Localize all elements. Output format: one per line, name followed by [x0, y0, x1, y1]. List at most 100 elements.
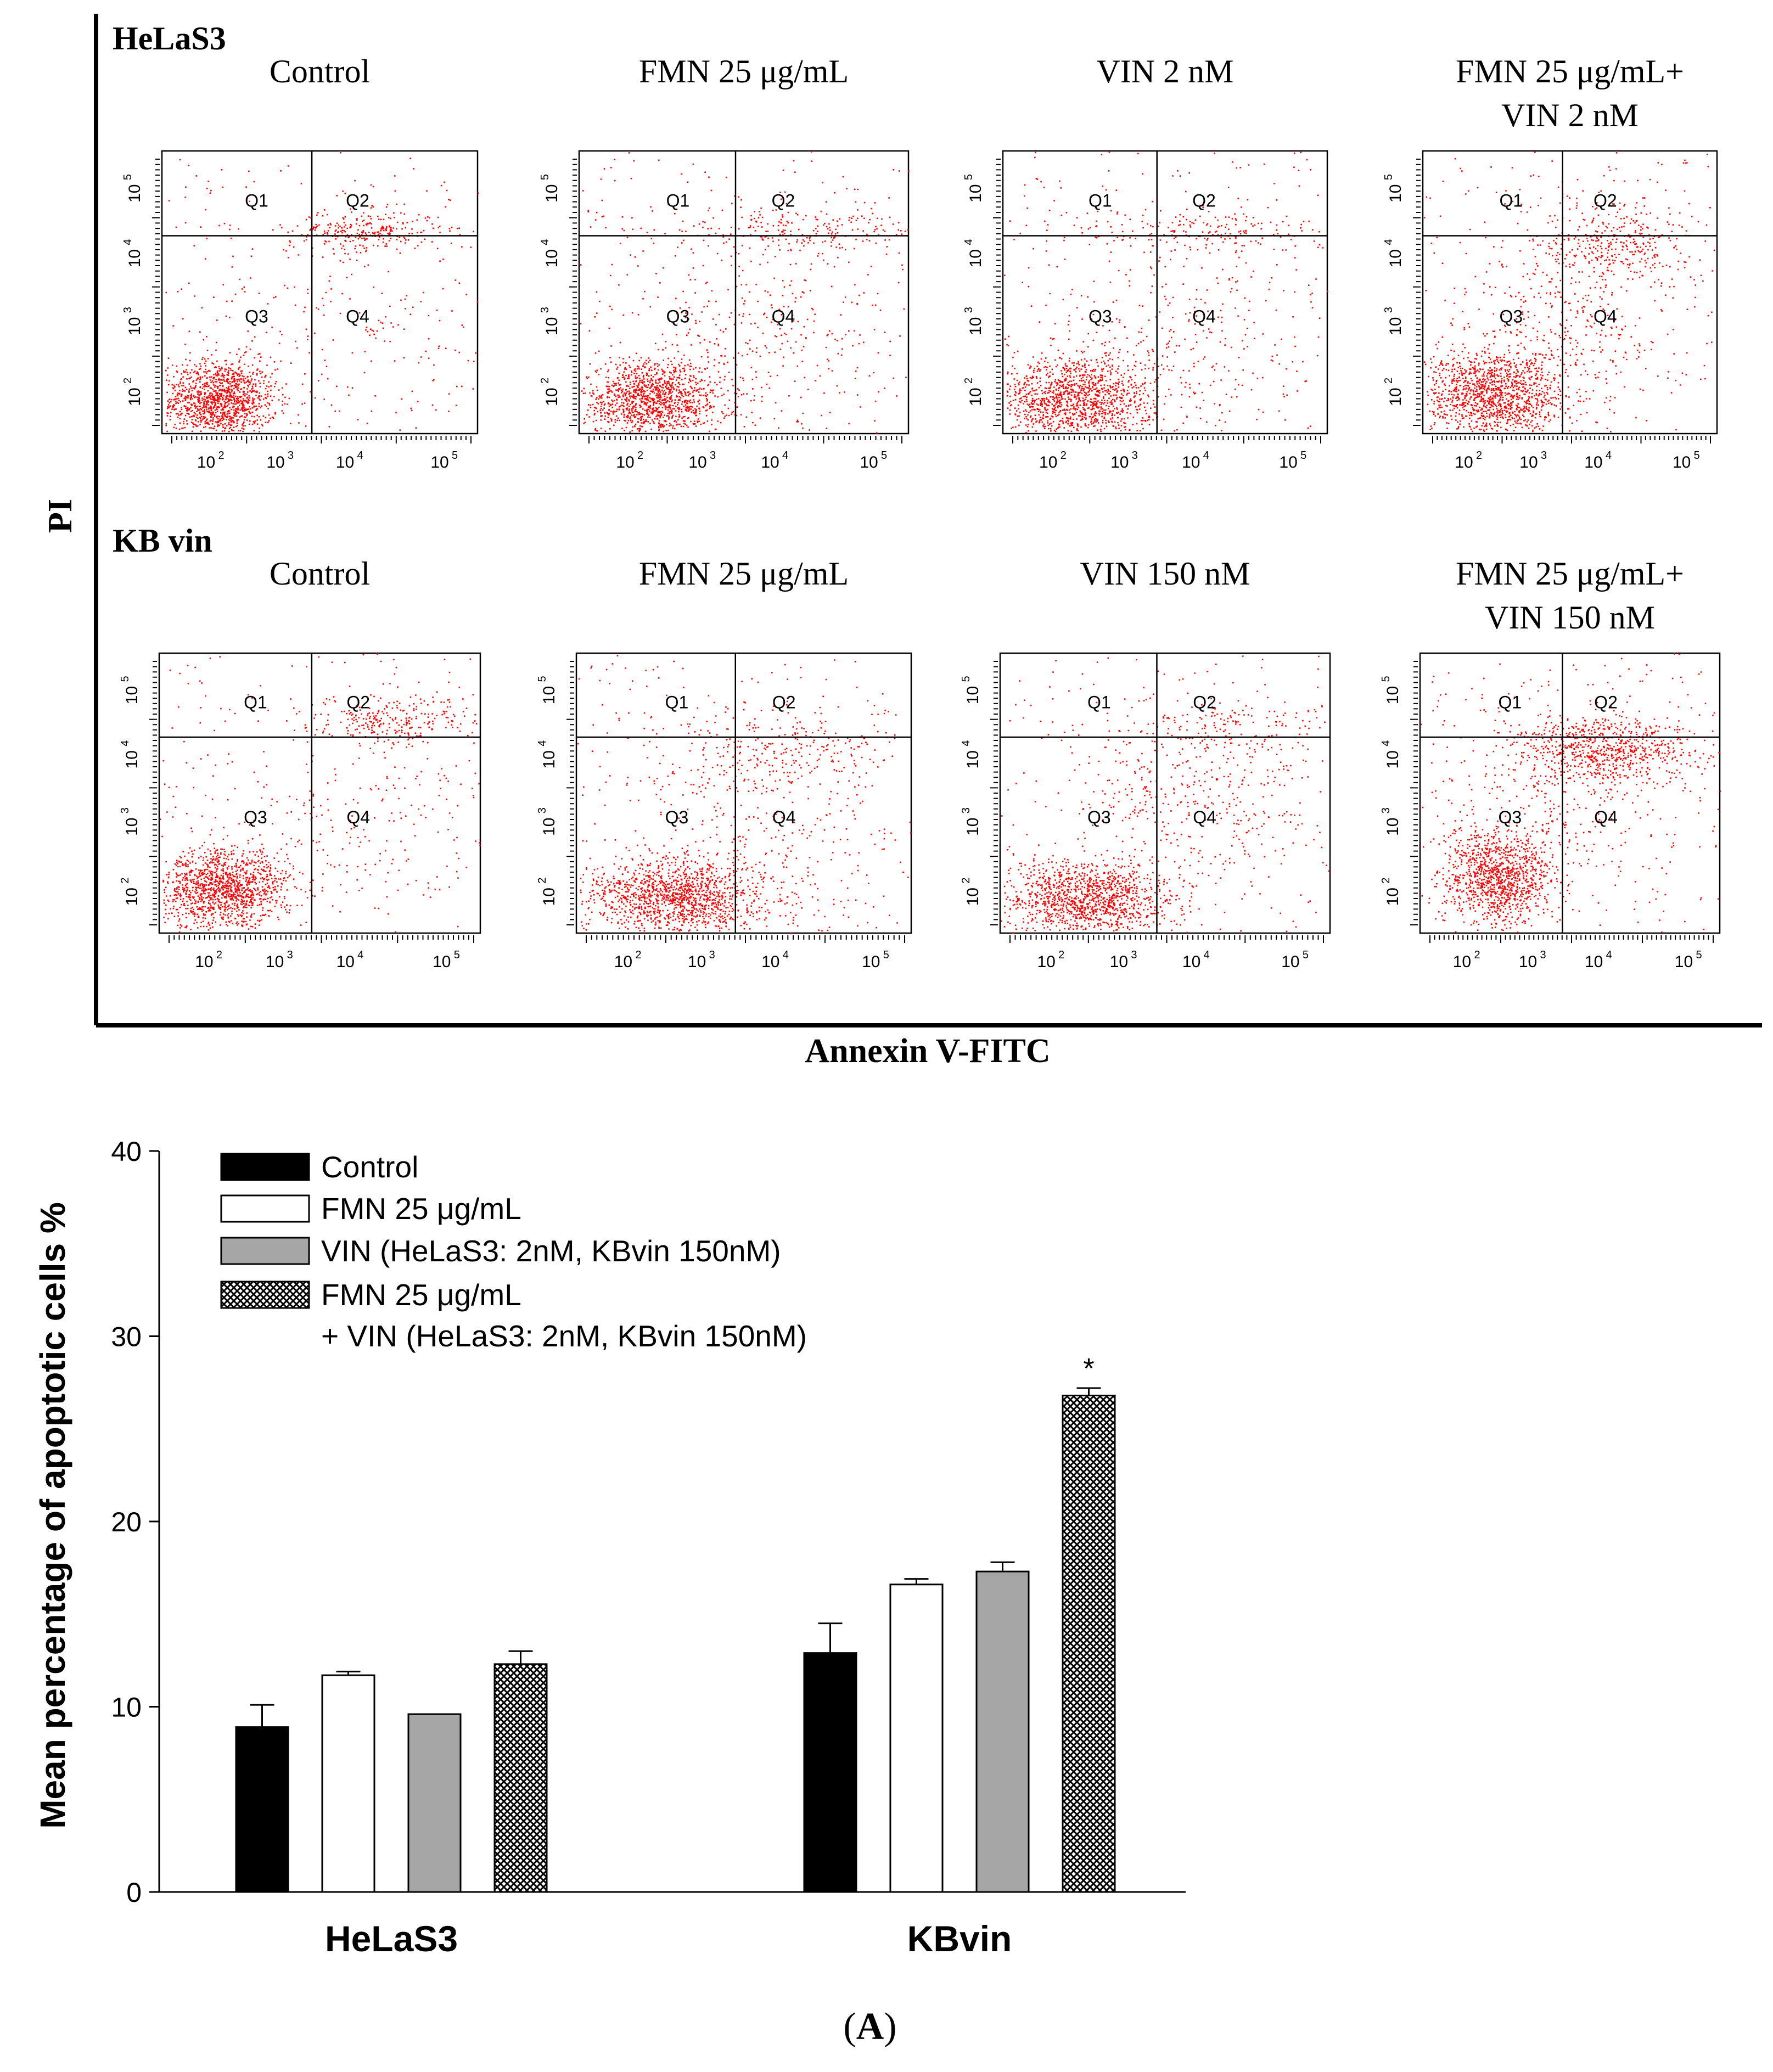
quadrant-label: Q1 — [666, 191, 690, 211]
category-label-HeLaS3: HeLaS3 — [325, 1918, 458, 1959]
x-tick-exponent: 5 — [1303, 949, 1309, 961]
y-tick-label: 10 — [126, 317, 144, 335]
plot-events — [1001, 655, 1330, 934]
x-tick-exponent: 2 — [637, 450, 643, 462]
bar-HeLaS3-3 — [493, 1663, 548, 1893]
x-tick-exponent: 3 — [709, 949, 715, 961]
x-tick-exponent: 5 — [452, 450, 458, 462]
quadrant-label: Q3 — [1089, 307, 1112, 327]
category-label-KBvin: KBvin — [907, 1918, 1012, 1959]
y-tick-exponent: 3 — [963, 307, 975, 313]
y-tick-exponent: 2 — [1383, 378, 1395, 384]
y-tick-label: 10 — [540, 750, 558, 768]
y-tick-label: 10 — [126, 184, 144, 203]
y-tick-label: 10 — [540, 888, 558, 906]
x-tick-label: 10 — [1281, 953, 1299, 971]
plot-frame — [1002, 150, 1328, 435]
x-tick-exponent: 5 — [454, 949, 460, 961]
plot-title-line: Control — [270, 53, 370, 89]
y-tick-exponent: 4 — [963, 239, 975, 245]
y-tick-label: 10 — [967, 317, 985, 335]
plot-title-line: FMN 25 μg/mL+ — [1456, 53, 1684, 89]
bar-HeLaS3-1 — [321, 1674, 375, 1893]
legend-swatch-1 — [220, 1194, 310, 1223]
y-tick-label: 10 — [126, 388, 144, 406]
x-tick-label: 10 — [1585, 953, 1603, 971]
y-tick-exponent: 3 — [122, 307, 134, 313]
y-tick-label: 10 — [1387, 184, 1405, 203]
legend-swatch-2 — [220, 1237, 310, 1265]
x-tick-exponent: 2 — [635, 949, 641, 961]
y-tick-exponent: 4 — [536, 740, 548, 746]
x-tick-label: 10 — [1519, 953, 1537, 971]
y-tick-label: 10 — [126, 249, 144, 267]
y-tick-label: 10 — [1387, 388, 1405, 406]
plot-frame — [161, 150, 479, 435]
x-tick-label: 10 — [761, 953, 779, 971]
x-tick-label: 10 — [336, 453, 354, 471]
y-tick-label: 10 — [540, 686, 558, 704]
plot-title-line: Control — [270, 555, 370, 592]
x-tick-label: 10 — [433, 953, 451, 971]
flow-x-axis-label: Annexin V-FITC — [805, 1032, 1050, 1070]
bar-y-tick-label: 40 — [111, 1136, 142, 1167]
y-tick-exponent: 5 — [119, 676, 131, 682]
y-tick-label: 10 — [1387, 317, 1405, 335]
plot-frame — [158, 652, 481, 934]
flow-y-axis-label: PI — [42, 499, 79, 533]
x-tick-label: 10 — [195, 953, 213, 971]
y-tick-label: 10 — [967, 388, 985, 406]
y-tick-label: 10 — [967, 184, 985, 203]
y-tick-label: 10 — [1384, 818, 1402, 836]
x-tick-exponent: 3 — [710, 450, 716, 462]
x-tick-exponent: 4 — [782, 450, 788, 462]
panel-label: (A) — [843, 2006, 896, 2048]
x-tick-label: 10 — [860, 453, 878, 471]
plot-ticks — [569, 159, 902, 443]
y-tick-exponent: 2 — [539, 378, 551, 384]
legend-label-0: Control — [321, 1150, 418, 1184]
plot-title-line: FMN 25 μg/mL — [639, 53, 849, 89]
plot-title-line: VIN 2 nM — [1097, 53, 1234, 89]
x-tick-label: 10 — [616, 453, 634, 471]
x-tick-label: 10 — [1110, 453, 1129, 471]
x-tick-label: 10 — [1279, 453, 1297, 471]
x-tick-exponent: 4 — [1606, 949, 1612, 961]
quadrant-label: Q1 — [1499, 191, 1523, 211]
y-tick-exponent: 2 — [536, 878, 548, 884]
plot-frame — [999, 652, 1331, 934]
quadrant-label: Q4 — [772, 807, 796, 827]
x-tick-exponent: 4 — [1204, 949, 1210, 961]
y-tick-label: 10 — [543, 184, 561, 203]
bar-marks: HeLaS3 KBvin * — [235, 1353, 1116, 1959]
x-tick-exponent: 2 — [216, 949, 222, 961]
plot-title-line: VIN 150 nM — [1485, 599, 1655, 636]
x-tick-label: 10 — [1519, 453, 1538, 471]
quadrant-label: Q4 — [346, 307, 369, 327]
bar-y-tick-label: 10 — [111, 1692, 142, 1723]
x-tick-exponent: 3 — [1132, 450, 1138, 462]
x-tick-exponent: 3 — [1541, 450, 1547, 462]
y-tick-label: 10 — [123, 686, 141, 704]
legend-label-3: FMN 25 μg/mL — [321, 1278, 521, 1312]
x-tick-label: 10 — [1110, 953, 1128, 971]
y-tick-exponent: 3 — [1383, 307, 1395, 313]
quadrant-label: Q4 — [1192, 307, 1216, 327]
y-tick-exponent: 2 — [1380, 878, 1392, 884]
y-tick-label: 10 — [123, 888, 141, 906]
quadrant-label: Q1 — [665, 693, 689, 712]
bar-y-tick-label: 20 — [111, 1507, 142, 1537]
x-tick-exponent: 4 — [1203, 450, 1209, 462]
quadrant-label: Q1 — [245, 191, 268, 211]
y-tick-exponent: 4 — [539, 239, 551, 245]
bar-legend: Control FMN 25 μg/mL VIN (HeLaS3: 2nM, KBv… — [220, 1150, 807, 1353]
x-tick-exponent: 4 — [357, 949, 363, 961]
y-tick-label: 10 — [1387, 249, 1405, 267]
x-tick-exponent: 5 — [883, 949, 889, 961]
x-tick-label: 10 — [1675, 953, 1693, 971]
